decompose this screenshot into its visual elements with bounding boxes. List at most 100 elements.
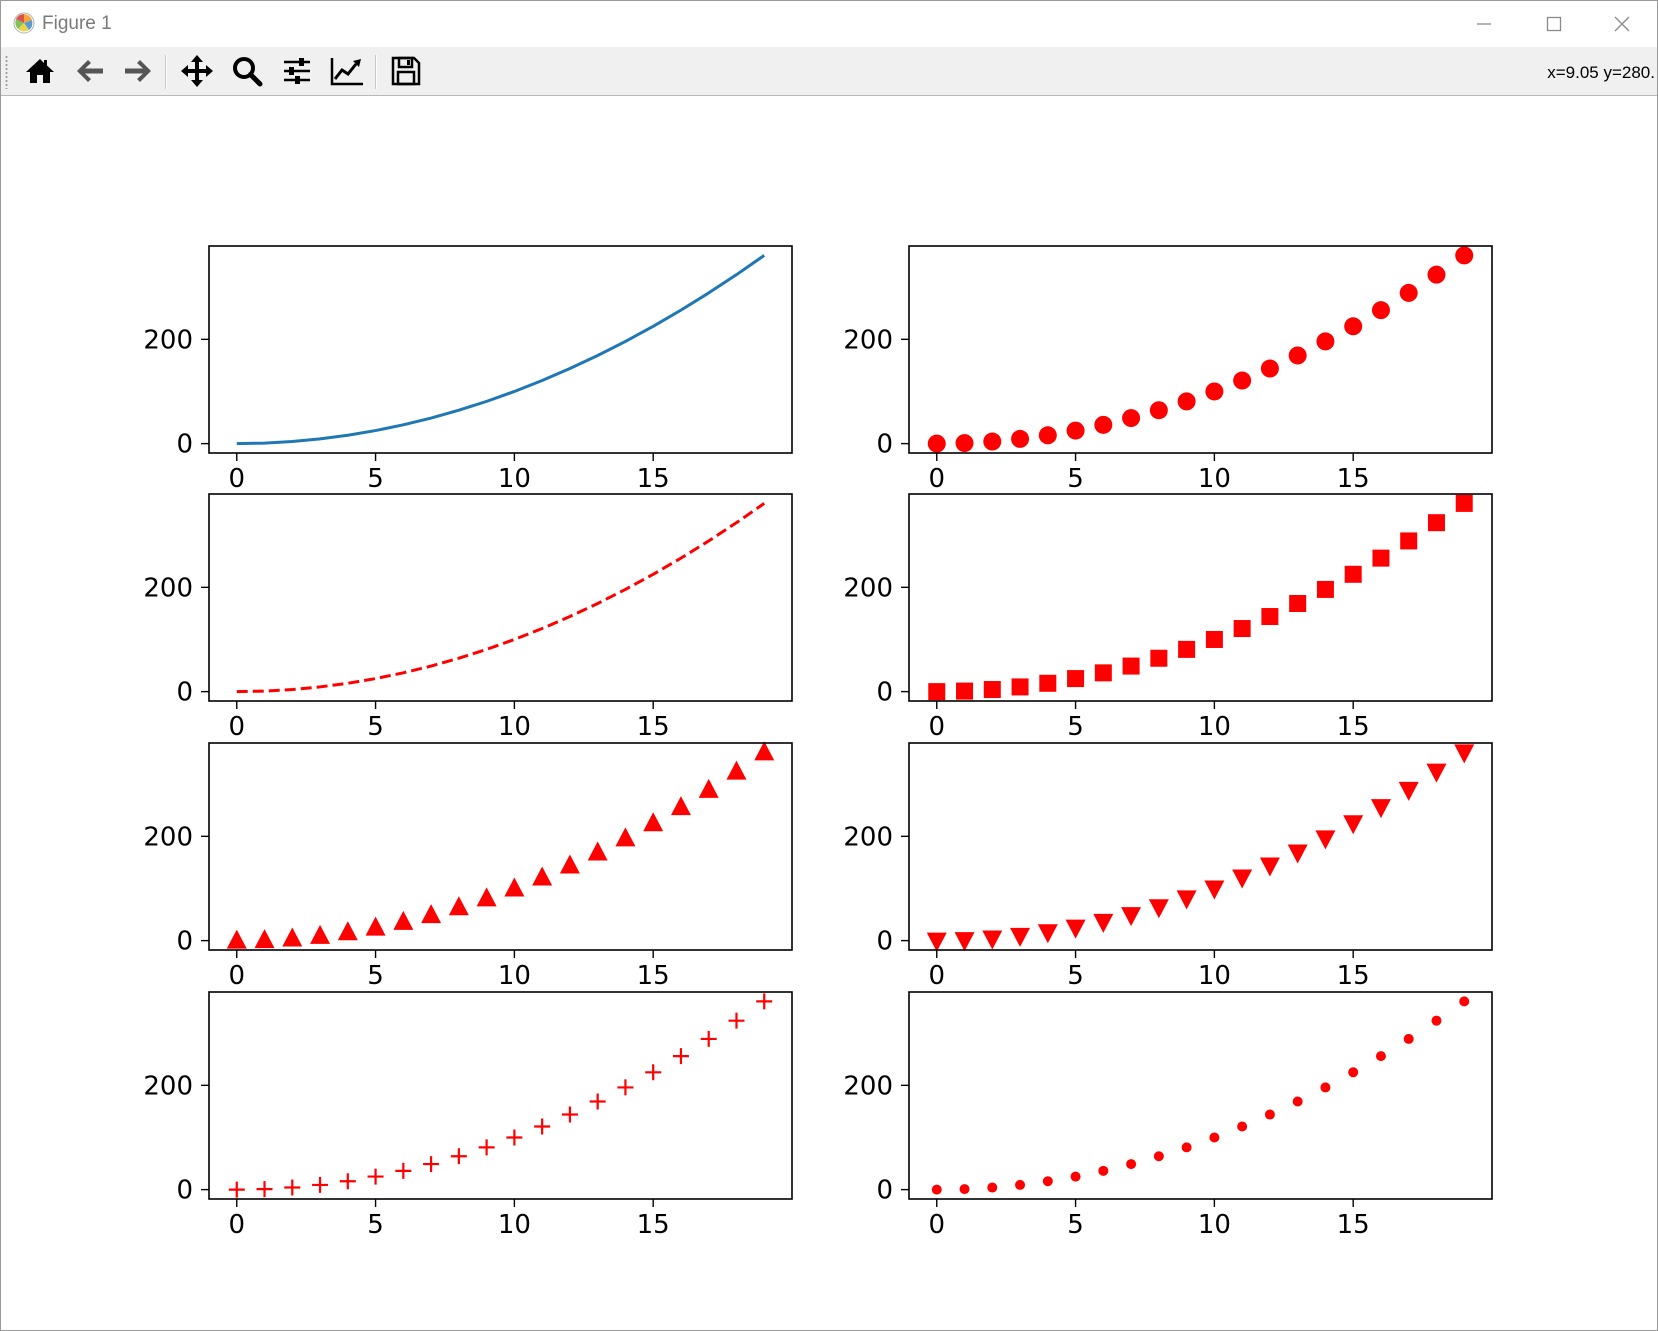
x-tick-label: 5 bbox=[367, 1210, 384, 1240]
minimize-icon bbox=[1477, 23, 1491, 25]
data-point-triangle-up bbox=[698, 778, 719, 798]
y-tick-label: 0 bbox=[176, 678, 193, 708]
toolbar-separator bbox=[375, 55, 377, 89]
x-tick-label: 10 bbox=[498, 712, 531, 742]
data-point-plus bbox=[339, 1173, 356, 1190]
data-point-plus bbox=[423, 1156, 440, 1173]
data-point-triangle-up bbox=[310, 924, 331, 944]
data-point-triangle-down bbox=[1204, 880, 1225, 900]
cursor-coordinates: x=9.05 y=280. bbox=[1547, 63, 1655, 82]
close-button[interactable] bbox=[1587, 1, 1657, 47]
subplot-row3-right[interactable]: 0 5 10 15 0 200 bbox=[843, 742, 1493, 991]
x-tick-label: 10 bbox=[498, 464, 531, 494]
figure-canvas[interactable]: 0 5 10 15 0 200 0 5 10 15 0 200 0 5 10 15 0 200 0 5 10 15 0 200… bbox=[1, 96, 1657, 1330]
subplot-row2-left[interactable]: 0 5 10 15 0 200 bbox=[143, 493, 793, 742]
data-point-triangle-up bbox=[476, 887, 497, 907]
y-tick-label: 200 bbox=[843, 573, 893, 603]
data-point-triangle-up bbox=[226, 929, 247, 949]
data-point-plus bbox=[700, 1030, 717, 1047]
data-point-dot bbox=[1403, 1033, 1414, 1044]
data-point-triangle-up bbox=[448, 896, 469, 916]
data-point-circle bbox=[1399, 283, 1418, 302]
data-point-square bbox=[1067, 670, 1085, 688]
data-point-square bbox=[1039, 674, 1057, 692]
x-tick-label: 0 bbox=[228, 464, 245, 494]
subplot-row2-right[interactable]: 0 5 10 15 0 200 bbox=[843, 493, 1493, 742]
data-point-square bbox=[983, 681, 1001, 699]
home-button[interactable] bbox=[19, 51, 61, 91]
x-tick-label: 10 bbox=[1198, 1210, 1231, 1240]
data-point-dot bbox=[959, 1184, 970, 1195]
x-tick-label: 0 bbox=[928, 712, 945, 742]
data-point-dot bbox=[1209, 1132, 1220, 1143]
data-point-square bbox=[1233, 620, 1251, 638]
pan-button[interactable] bbox=[176, 51, 218, 91]
toolbar-grip[interactable] bbox=[5, 55, 8, 89]
floppy-disk-icon bbox=[391, 56, 421, 86]
data-point-triangle-up bbox=[559, 854, 580, 874]
data-point-triangle-down bbox=[1454, 744, 1475, 764]
data-point-plus bbox=[756, 993, 773, 1010]
subplot-row1-left[interactable]: 0 5 10 15 0 200 bbox=[143, 245, 793, 494]
data-point-dot bbox=[1375, 1051, 1386, 1062]
subplot-row4-right[interactable]: 0 5 10 15 0 200 bbox=[843, 991, 1493, 1240]
y-tick-label: 0 bbox=[176, 430, 193, 460]
series-line bbox=[236, 254, 766, 446]
x-tick-label: 15 bbox=[1337, 1210, 1370, 1240]
data-point-dot bbox=[1070, 1171, 1081, 1182]
data-point-triangle-down bbox=[1148, 899, 1169, 919]
data-point-triangle-down bbox=[1093, 913, 1114, 933]
x-tick-label: 15 bbox=[1337, 712, 1370, 742]
subplot-row1-right[interactable]: 0 5 10 15 0 200 bbox=[843, 245, 1493, 494]
axes-frame bbox=[208, 493, 793, 702]
arrow-left-icon bbox=[77, 60, 103, 82]
data-point-circle bbox=[1371, 301, 1390, 320]
data-point-dot bbox=[1348, 1067, 1359, 1078]
maximize-button[interactable] bbox=[1519, 1, 1589, 47]
x-tick-label: 0 bbox=[228, 961, 245, 991]
x-tick-label: 5 bbox=[1067, 1210, 1084, 1240]
data-point-circle bbox=[1260, 359, 1279, 378]
subplot-grid: 0 5 10 15 0 200 0 5 10 15 0 200 0 5 10 15 0 200 0 5 10 15 0 200… bbox=[143, 245, 1493, 1240]
data-point-plus bbox=[645, 1064, 662, 1081]
x-tick-label: 15 bbox=[637, 712, 670, 742]
data-point-circle bbox=[1455, 246, 1474, 265]
axes-frame bbox=[208, 742, 793, 951]
subplot-row3-left[interactable]: 0 5 10 15 0 200 bbox=[143, 741, 793, 991]
data-point-dot bbox=[931, 1184, 942, 1195]
data-point-triangle-down bbox=[1370, 799, 1391, 819]
back-button[interactable] bbox=[69, 51, 111, 91]
forward-button[interactable] bbox=[117, 51, 159, 91]
matplotlib-logo-icon bbox=[13, 12, 35, 34]
edit-axis-button[interactable] bbox=[326, 51, 368, 91]
data-point-circle bbox=[983, 432, 1002, 451]
x-tick-label: 10 bbox=[498, 1210, 531, 1240]
data-point-square bbox=[928, 683, 946, 701]
configure-subplots-button[interactable] bbox=[276, 51, 318, 91]
data-point-plus bbox=[561, 1106, 578, 1123]
minimize-button[interactable] bbox=[1449, 1, 1519, 47]
data-point-circle bbox=[1316, 332, 1335, 351]
data-point-circle bbox=[1066, 421, 1085, 440]
axes-frame bbox=[908, 493, 1493, 702]
save-button[interactable] bbox=[385, 51, 427, 91]
data-point-triangle-down bbox=[954, 932, 975, 952]
data-point-triangle-up bbox=[532, 866, 553, 886]
data-point-dot bbox=[1181, 1142, 1192, 1153]
title-bar[interactable]: Figure 1 bbox=[1, 1, 1657, 47]
axes-background bbox=[909, 992, 1492, 1199]
data-point-triangle-up bbox=[504, 877, 525, 897]
data-point-circle bbox=[1344, 317, 1363, 336]
axes-frame bbox=[208, 991, 793, 1200]
zoom-button[interactable] bbox=[226, 51, 268, 91]
data-point-circle bbox=[1288, 346, 1307, 365]
subplot-row4-left[interactable]: 0 5 10 15 0 200 bbox=[143, 991, 793, 1240]
x-tick-label: 0 bbox=[928, 961, 945, 991]
data-point-square bbox=[1122, 657, 1140, 675]
series-line bbox=[236, 502, 766, 694]
data-point-square bbox=[1150, 649, 1168, 667]
data-point-circle bbox=[1094, 415, 1113, 434]
data-point-triangle-down bbox=[1065, 919, 1086, 939]
data-point-square bbox=[1427, 514, 1445, 532]
y-tick-label: 0 bbox=[176, 1176, 193, 1206]
